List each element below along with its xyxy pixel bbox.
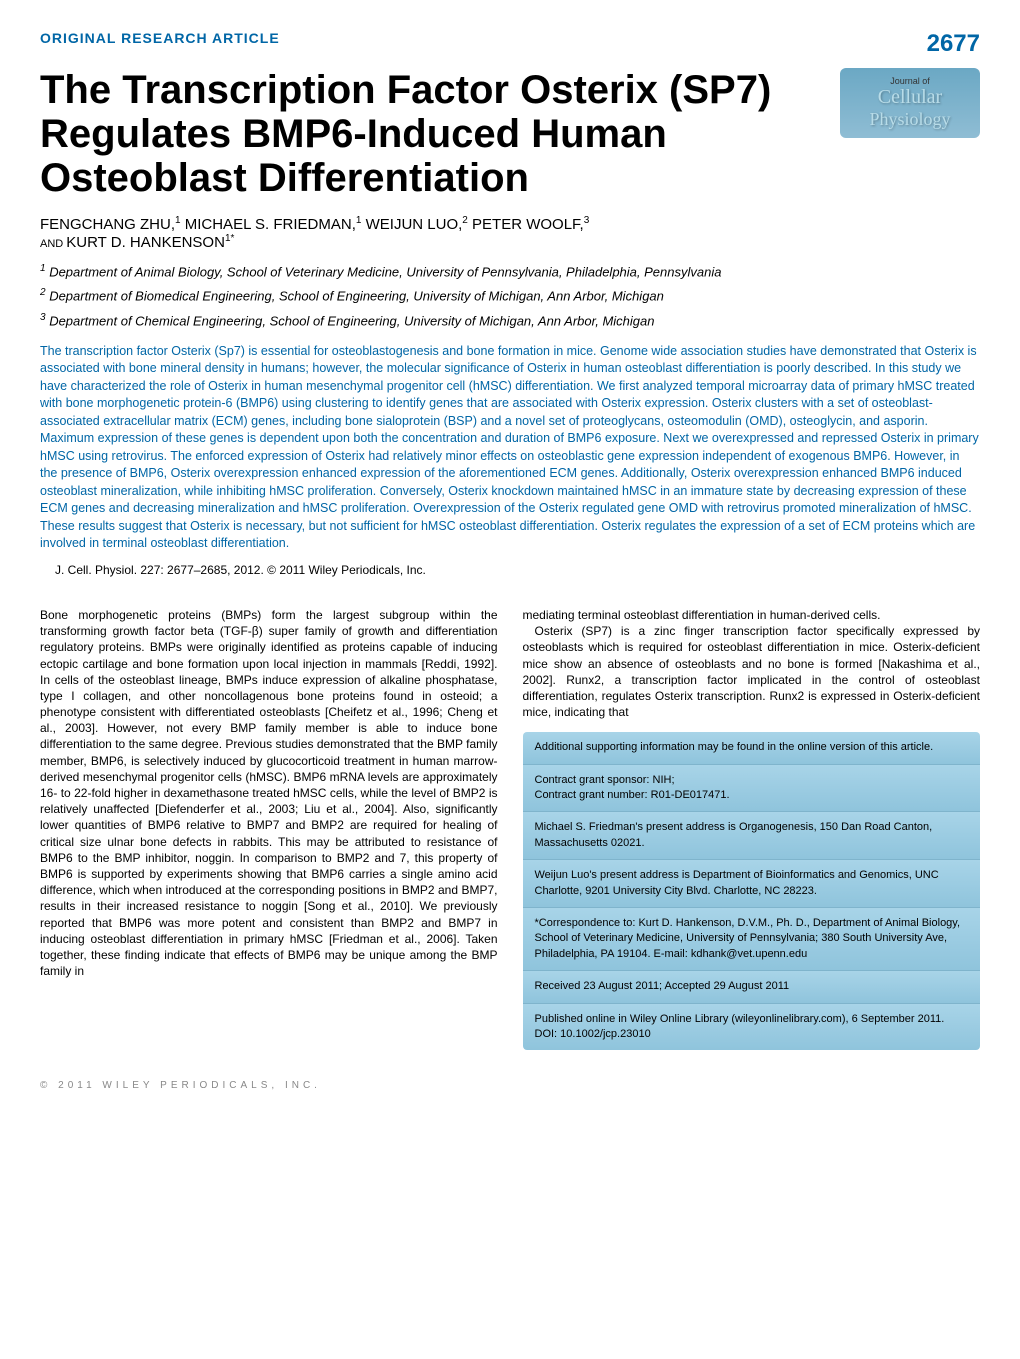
article-title: The Transcription Factor Osterix (SP7) R… (40, 68, 980, 200)
page-footer: © 2011 WILEY PERIODICALS, INC. (40, 1080, 980, 1091)
info-grant: Contract grant sponsor: NIH; Contract gr… (523, 765, 981, 813)
aff-1-sup: 1 (40, 263, 46, 274)
journal-name-2: Physiology (852, 109, 968, 130)
author-2-sup: 1 (356, 215, 362, 226)
info-supporting: Additional supporting information may be… (523, 732, 981, 764)
author-4: PETER WOOLF, (472, 216, 584, 233)
info-received: Received 23 August 2011; Accepted 29 Aug… (523, 971, 981, 1003)
author-3-sup: 2 (462, 215, 468, 226)
body-left: Bone morphogenetic proteins (BMPs) form … (40, 607, 498, 979)
aff-3-sup: 3 (40, 312, 46, 323)
journal-badge: Journal of Cellular Physiology (840, 68, 980, 138)
author-4-sup: 3 (584, 215, 590, 226)
info-address-1: Michael S. Friedman's present address is… (523, 812, 981, 860)
article-type: ORIGINAL RESEARCH ARTICLE (40, 30, 280, 46)
abstract-text: The transcription factor Osterix (Sp7) i… (40, 343, 980, 553)
body-columns: Bone morphogenetic proteins (BMPs) form … (40, 607, 980, 1050)
citation-line: J. Cell. Physiol. 227: 2677–2685, 2012. … (40, 563, 980, 577)
journal-label: Journal of (852, 76, 968, 86)
author-1: FENGCHANG ZHU, (40, 216, 175, 233)
info-box: Additional supporting information may be… (523, 732, 981, 1050)
body-right-p1: mediating terminal osteoblast differenti… (523, 607, 981, 623)
info-grant-number: Contract grant number: R01-DE017471. (535, 789, 730, 801)
info-correspondence: *Correspondence to: Kurt D. Hankenson, D… (523, 908, 981, 971)
author-5: KURT D. HANKENSON (66, 234, 225, 251)
author-5-sup: 1* (225, 233, 234, 244)
info-published: Published online in Wiley Online Library… (523, 1004, 981, 1051)
author-2: MICHAEL S. FRIEDMAN, (185, 216, 356, 233)
journal-name-1: Cellular (852, 86, 968, 109)
authors-line: FENGCHANG ZHU,1 MICHAEL S. FRIEDMAN,1 WE… (40, 215, 980, 251)
and-text: AND (40, 238, 66, 250)
page-header: ORIGINAL RESEARCH ARTICLE 2677 (40, 30, 980, 58)
info-address-2: Weijun Luo's present address is Departme… (523, 860, 981, 908)
aff-3-text: Department of Chemical Engineering, Scho… (49, 313, 654, 328)
body-right-p2: Osterix (SP7) is a zinc finger transcrip… (523, 623, 981, 720)
aff-1-text: Department of Animal Biology, School of … (49, 264, 721, 279)
aff-2-text: Department of Biomedical Engineering, Sc… (49, 289, 664, 304)
aff-2-sup: 2 (40, 287, 46, 298)
author-3: WEIJUN LUO, (366, 216, 463, 233)
info-sponsor: Contract grant sponsor: NIH; (535, 774, 675, 786)
author-1-sup: 1 (175, 215, 181, 226)
affiliation-3: 3 Department of Chemical Engineering, Sc… (40, 312, 980, 328)
left-column: Bone morphogenetic proteins (BMPs) form … (40, 607, 498, 1050)
right-column: mediating terminal osteoblast differenti… (523, 607, 981, 1050)
affiliation-2: 2 Department of Biomedical Engineering, … (40, 287, 980, 303)
affiliation-1: 1 Department of Animal Biology, School o… (40, 263, 980, 279)
page-number: 2677 (927, 30, 980, 58)
